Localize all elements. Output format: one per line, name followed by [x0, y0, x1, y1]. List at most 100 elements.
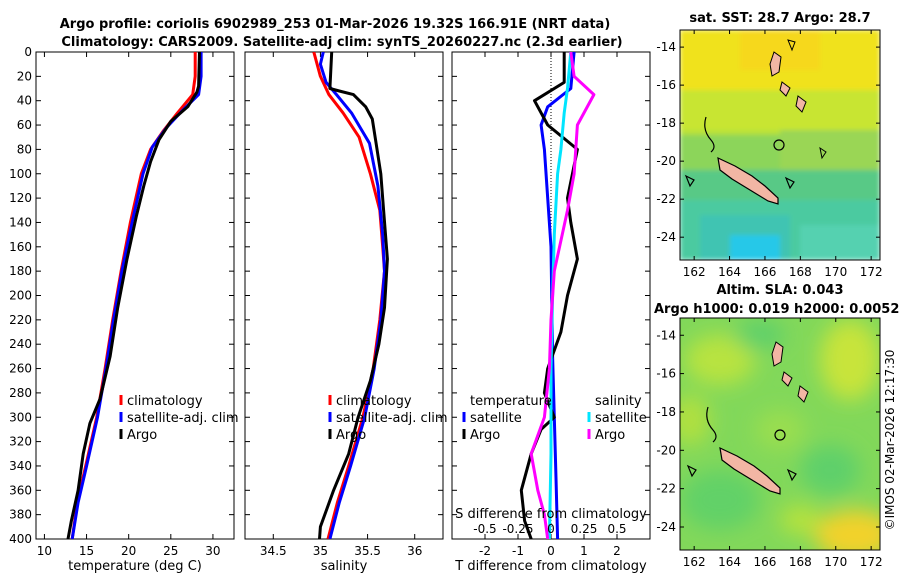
- depth-tick-label: 100: [9, 167, 32, 181]
- sal-xtick-label: 35.5: [354, 544, 381, 558]
- map-latitude-label: -20: [656, 154, 676, 168]
- depth-tick-label: 400: [9, 532, 32, 546]
- depth-tick-label: 280: [9, 386, 32, 400]
- map-latitude-label: -22: [656, 482, 676, 496]
- depth-tick-label: 180: [9, 264, 32, 278]
- diff-series-temperature-argo: [519, 52, 579, 539]
- sal-xtick-label: 36: [407, 544, 422, 558]
- map-longitude-label: 172: [860, 555, 883, 569]
- temp-xtick-label: 25: [163, 544, 178, 558]
- map-latitude-label: -18: [656, 116, 676, 130]
- diff-xtick-label: 1: [580, 544, 588, 558]
- map-latitude-label: -18: [656, 405, 676, 419]
- map-latitude-label: -24: [656, 520, 676, 534]
- depth-tick-label: 120: [9, 191, 32, 205]
- map-longitude-label: 170: [824, 555, 847, 569]
- map-latitude-label: -24: [656, 230, 676, 244]
- map-longitude-label: 166: [754, 265, 777, 279]
- map-latitude-label: -14: [656, 328, 676, 342]
- diff-series-salinity-argo: [529, 52, 596, 539]
- diff-series-temperature-satellite: [539, 52, 576, 539]
- temperature-axes: 0 20 40 60 80 100 120 140 160 180 200 220 240 260 280 3…: [9, 45, 239, 574]
- depth-tick-label: 300: [9, 410, 32, 424]
- map-latitude-label: -16: [656, 367, 676, 381]
- sal-legend-label: satellite-adj. clim: [336, 411, 448, 426]
- s-difference-tick-label: 0.5: [607, 522, 626, 536]
- s-difference-tick-label: 0: [547, 522, 555, 536]
- temp-xtick-label: 15: [79, 544, 94, 558]
- depth-tick-label: 0: [24, 45, 32, 59]
- depth-tick-label: 380: [9, 508, 32, 522]
- map-longitude-label: 164: [718, 555, 741, 569]
- sal-plot-frame: [244, 51, 444, 540]
- diff-xtick-label: 2: [613, 544, 621, 558]
- map-longitude-label: 172: [860, 265, 883, 279]
- sst-map-frame: [679, 29, 881, 261]
- depth-tick-label: 260: [9, 362, 32, 376]
- sal-xtick-label: 35: [313, 544, 328, 558]
- sal-legend-label: Argo: [336, 428, 366, 443]
- sst-map-title: sat. SST: 28.7 Argo: 28.7: [689, 11, 870, 26]
- depth-tick-label: 220: [9, 313, 32, 327]
- depth-tick-label: 200: [9, 289, 32, 303]
- temp-legend-label: satellite-adj. clim: [127, 411, 239, 426]
- sal-series-argo: [318, 52, 389, 539]
- depth-tick-label: 60: [17, 118, 32, 132]
- difference-axes: -2 -1 0 1 2T difference from climatology temp…: [451, 51, 651, 574]
- legend-salinity-label: Argo: [595, 428, 625, 443]
- sla-map-frame: [679, 317, 881, 551]
- legend-temperature-label: Argo: [470, 428, 500, 443]
- depth-tick-label: 320: [9, 435, 32, 449]
- legend-temperature-label: satellite: [470, 411, 522, 426]
- s-difference-tick-label: 0.25: [571, 522, 598, 536]
- sla-map-title-line1: Altim. SLA: 0.043: [717, 283, 844, 298]
- map-latitude-label: -20: [656, 443, 676, 457]
- map-latitude-label: -22: [656, 192, 676, 206]
- legend-salinity-label: satellite: [595, 411, 647, 426]
- temp-plot-frame: [35, 51, 235, 540]
- depth-tick-label: 140: [9, 215, 32, 229]
- salinity-axes: 34.5 35 35.5 36 salinity climatology satellite…: [244, 51, 448, 574]
- map-latitude-label: -14: [656, 40, 676, 54]
- sst-map: [680, 30, 880, 260]
- depth-tick-label: 360: [9, 483, 32, 497]
- temp-series-argo: [66, 52, 201, 539]
- map-longitude-label: 162: [683, 555, 706, 569]
- figure-title-line2: Climatology: CARS2009. Satellite-adj cli…: [61, 35, 622, 50]
- depth-tick-label: 160: [9, 240, 32, 254]
- figure-title-line1: Argo profile: coriolis 6902989_253 01-Ma…: [60, 17, 611, 32]
- map-latitude-label: -16: [656, 78, 676, 92]
- depth-tick-label: 240: [9, 337, 32, 351]
- diff-xlabel: T difference from climatology: [454, 559, 647, 574]
- sal-series-group: [312, 52, 389, 539]
- legend-salinity-title: salinity: [595, 394, 642, 409]
- diff-xtick-label: -2: [479, 544, 491, 558]
- diff-xtick-label: 0: [547, 544, 555, 558]
- map-longitude-label: 168: [789, 265, 812, 279]
- sla-map: [680, 318, 880, 550]
- map-longitude-label: 166: [754, 555, 777, 569]
- diff-series-group: [519, 52, 596, 539]
- s-difference-label: S difference from climatology: [455, 507, 647, 522]
- temp-xtick-label: 20: [121, 544, 136, 558]
- map-longitude-label: 164: [718, 265, 741, 279]
- sal-xlabel: salinity: [321, 559, 368, 574]
- temp-series-group: [66, 52, 203, 539]
- legend-temperature-title: temperature: [470, 394, 552, 409]
- temp-xtick-label: 30: [205, 544, 220, 558]
- sal-xtick-label: 34.5: [260, 544, 287, 558]
- sla-map-ticks: 162 164 166 168 170 172 -14 -16 -18 -20 -22 -24: [656, 318, 883, 569]
- depth-tick-label: 40: [17, 94, 32, 108]
- copyright-stamp: ©IMOS 02-Mar-2026 12:17:30: [883, 350, 897, 531]
- temp-xlabel: temperature (deg C): [68, 559, 202, 574]
- map-longitude-label: 170: [824, 265, 847, 279]
- sla-map-title-line2: Argo h1000: 0.019 h2000: 0.0052: [654, 302, 899, 317]
- depth-tick-label: 80: [17, 142, 32, 156]
- map-longitude-label: 168: [789, 555, 812, 569]
- depth-tick-label: 340: [9, 459, 32, 473]
- s-difference-tick-label: -0.5: [473, 522, 496, 536]
- temp-legend-label: climatology: [127, 394, 203, 409]
- sst-map-ticks: 162 164 166 168 170 172 -14 -16 -18 -20 -22 -24: [656, 30, 883, 279]
- temp-legend-label: Argo: [127, 428, 157, 443]
